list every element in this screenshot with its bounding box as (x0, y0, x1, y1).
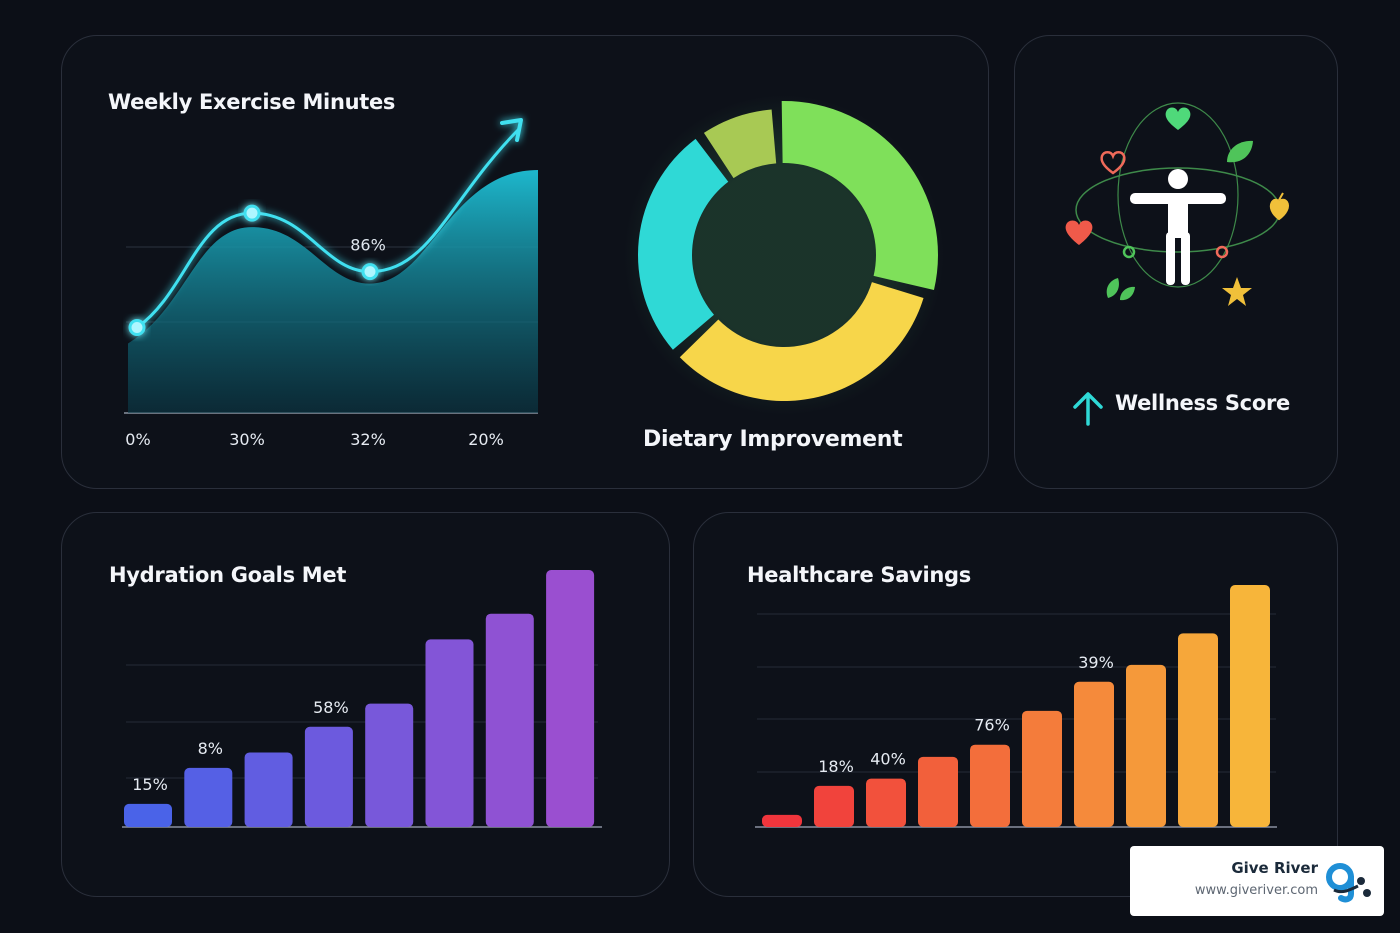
leaf-small-icon (1106, 278, 1135, 301)
donut-slice (679, 282, 924, 401)
exercise-arrow-icon (500, 118, 523, 142)
brand-url: www.giveriver.com (1194, 883, 1318, 898)
sav-data-label: 40% (870, 750, 906, 769)
exercise-point (243, 204, 261, 222)
exercise-tick-label: 20% (468, 430, 504, 449)
up-arrow-icon (1073, 392, 1103, 426)
savings-chart: 18% 40% 76% 39% (762, 585, 1270, 827)
hyd-data-label: 15% (132, 775, 168, 794)
exercise-line (136, 126, 522, 329)
brand-badge[interactable]: Give River www.giveriver.com (1130, 846, 1384, 916)
apple-icon (1269, 192, 1289, 221)
exercise-point (128, 319, 146, 336)
sav-bar (1022, 710, 1062, 827)
sav-bar (918, 756, 958, 827)
wellness-label: Wellness Score (1115, 391, 1290, 415)
sav-bar (814, 785, 854, 827)
sav-bar (762, 814, 802, 827)
hydration-chart: 15% 8% 58% (124, 570, 595, 827)
exercise-title: Weekly Exercise Minutes (108, 90, 396, 114)
sav-bar (970, 744, 1010, 827)
exercise-chart: 86% 0% 30% 32% 20% (125, 118, 538, 449)
sav-data-label: 18% (818, 757, 854, 776)
hyd-bar (485, 613, 534, 827)
star-icon (1222, 277, 1252, 306)
hyd-bar (124, 803, 172, 827)
hydration-title: Hydration Goals Met (109, 563, 347, 587)
exercise-annotation: 86% (350, 236, 386, 255)
exercise-tick-label: 30% (229, 430, 265, 449)
sav-bar (1074, 681, 1114, 827)
savings-title: Healthcare Savings (747, 563, 971, 587)
hyd-bar (546, 570, 595, 827)
leaf-icon (1227, 140, 1253, 163)
sav-bar (1126, 664, 1166, 827)
exercise-tick-label: 0% (125, 430, 150, 449)
heart-red-icon (1065, 220, 1093, 245)
sav-bar (1178, 633, 1218, 827)
give-river-logo-icon (1326, 863, 1371, 903)
hyd-data-label: 8% (198, 739, 223, 758)
donut-slice (781, 101, 938, 290)
exercise-area (128, 170, 538, 413)
donut-slice (638, 138, 729, 350)
exercise-point (361, 263, 379, 281)
wellness-illustration (1065, 102, 1289, 426)
hyd-bar (304, 726, 353, 827)
hyd-bar (184, 767, 233, 827)
sav-data-label: 76% (974, 716, 1010, 735)
hyd-bar (365, 703, 414, 827)
heart-icon (1165, 107, 1191, 130)
sav-bar (866, 778, 906, 827)
dietary-label: Dietary Improvement (643, 427, 903, 452)
hyd-bar (244, 752, 293, 827)
human-figure-icon (1130, 169, 1226, 285)
dot-red-icon (1215, 245, 1229, 259)
dietary-donut (638, 101, 938, 401)
hyd-bar (425, 639, 474, 827)
donut-slice (703, 109, 777, 179)
hyd-data-label: 58% (313, 698, 349, 717)
brand-name: Give River (1231, 859, 1318, 877)
dot-green-icon (1122, 245, 1136, 259)
heart-outline-icon (1100, 151, 1126, 175)
exercise-tick-label: 32% (350, 430, 386, 449)
sav-bar (1230, 585, 1270, 827)
sav-data-label: 39% (1078, 653, 1114, 672)
